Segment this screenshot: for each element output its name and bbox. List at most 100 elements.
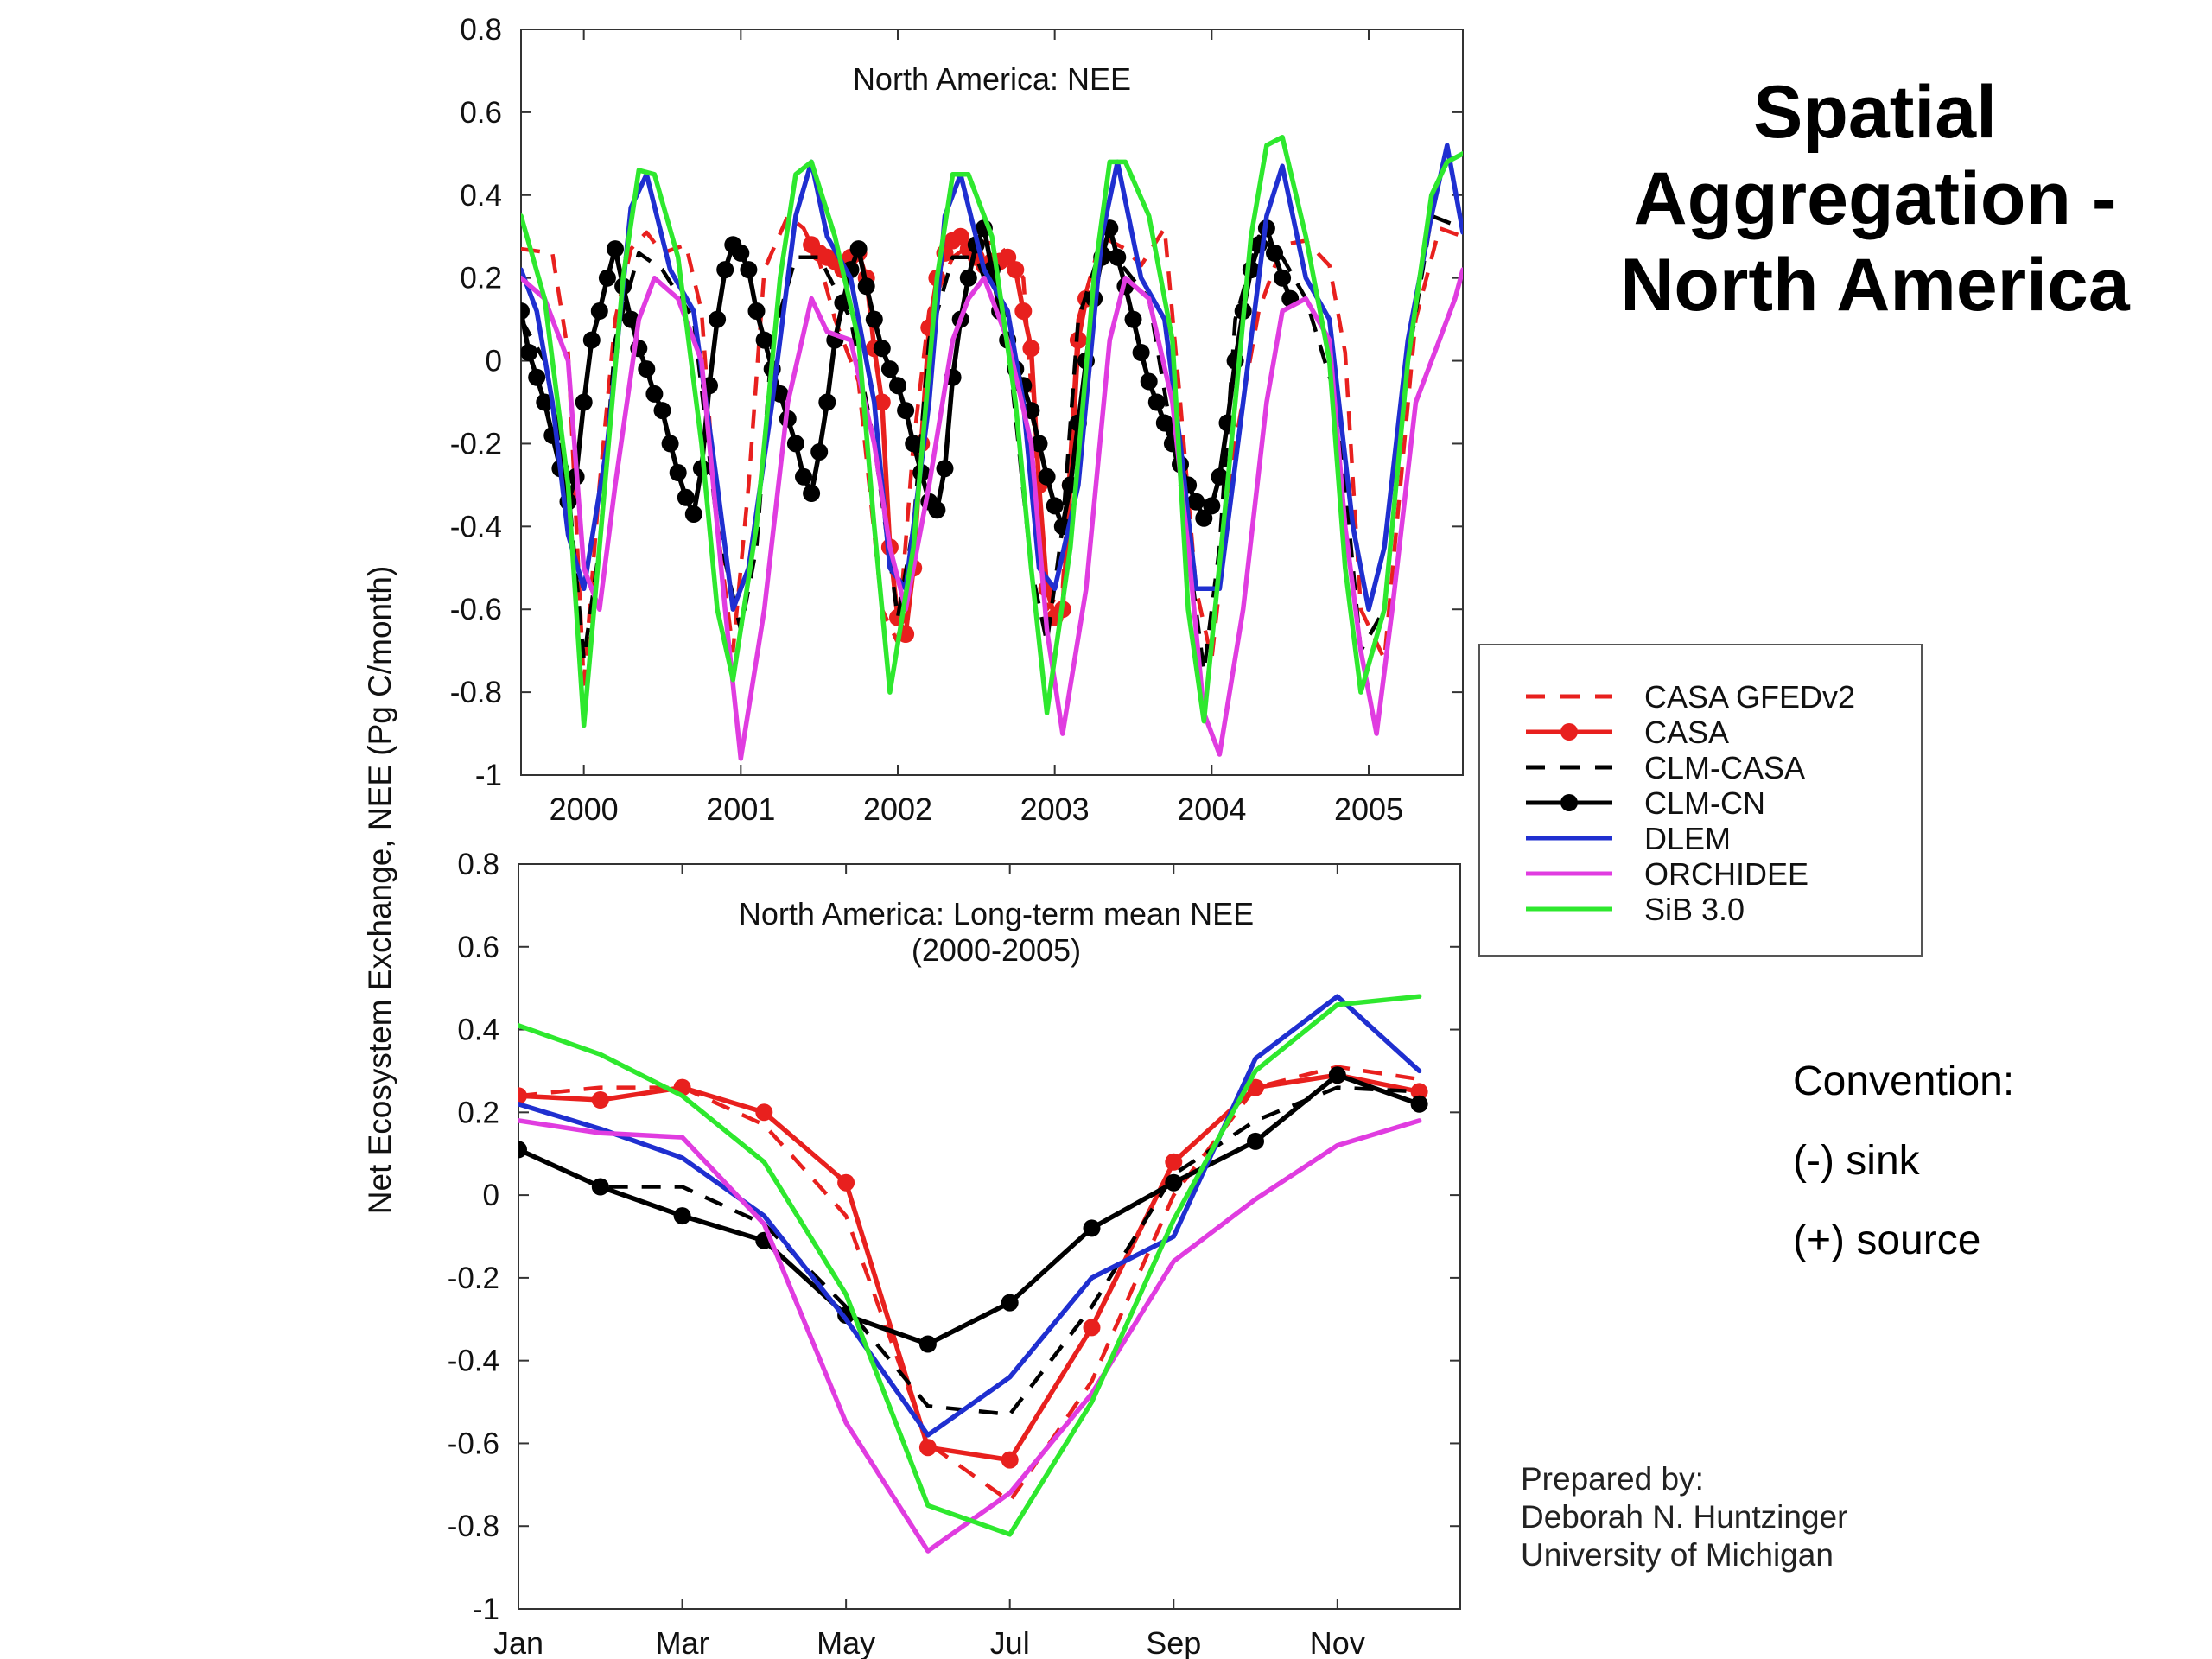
- y-tick-label: -1: [473, 1592, 499, 1626]
- series-marker-clm-cn: [810, 443, 829, 461]
- shared-y-axis-label: Net Ecosystem Exchange, NEE (Pg C/month): [362, 566, 397, 1215]
- series-marker-clm-cn: [732, 244, 750, 262]
- credit-line-3: University of Michigan: [1521, 1537, 1834, 1573]
- x-tick-label: Nov: [1310, 1625, 1365, 1659]
- series-marker-casa: [951, 227, 969, 245]
- convention-source: (+) source: [1793, 1217, 1981, 1263]
- series-marker-clm-cn: [1001, 1294, 1019, 1312]
- convention-sink: (-) sink: [1793, 1138, 1920, 1184]
- y-tick-label: 0.6: [460, 96, 502, 130]
- legend: CASA GFEDv2CASACLM-CASACLM-CNDLEMORCHIDE…: [1478, 644, 1923, 957]
- series-marker-clm-cn: [521, 302, 530, 320]
- series-marker-casa: [1001, 1451, 1019, 1469]
- y-tick-label: 0: [486, 345, 502, 378]
- series-marker-clm-cn: [1203, 497, 1221, 515]
- series-marker-clm-cn: [905, 435, 923, 453]
- slide-title-line-2: Aggregation -: [1633, 157, 2117, 240]
- y-tick-label: -0.6: [448, 1427, 499, 1460]
- series-marker-clm-cn: [661, 435, 679, 453]
- series-marker-clm-cn: [1030, 435, 1048, 453]
- x-tick-label: Mar: [656, 1625, 709, 1659]
- y-tick-label: -0.4: [450, 510, 502, 543]
- series-marker-clm-cn: [936, 460, 954, 478]
- legend-label-dlem: DLEM: [1644, 821, 1731, 856]
- series-marker-casa: [1083, 1319, 1101, 1337]
- series-marker-clm-cn: [755, 331, 773, 349]
- series-line-sib-3-0: [521, 134, 1463, 728]
- series-marker-clm-cn: [857, 277, 875, 296]
- legend-label-casa: CASA: [1644, 715, 1729, 750]
- chart-panel-annual: 0.8 0.6 0.4 0.2 0 -0.2 -0.4 -0.6 -0.8 -1 2000 2001 2…: [450, 13, 1464, 827]
- legend-label-clm-casa: CLM-CASA: [1644, 750, 1805, 785]
- series-marker-clm-cn: [1165, 1173, 1183, 1192]
- x-tick-label: Sep: [1146, 1625, 1201, 1659]
- legend-label-sib-3-0: SiB 3.0: [1644, 892, 1745, 927]
- series-marker-clm-cn: [873, 340, 891, 358]
- series-marker-clm-cn: [598, 269, 616, 287]
- y-tick-label: -0.8: [448, 1510, 499, 1543]
- series-marker-clm-cn: [673, 1207, 691, 1225]
- chart-subtitle: (2000-2005): [912, 932, 1081, 968]
- series-marker-casa: [1165, 1153, 1183, 1171]
- y-tick-label: -1: [475, 759, 502, 792]
- x-tick-label: Jul: [990, 1625, 1030, 1659]
- slide-title: Spatial Aggregation - North America: [1538, 69, 2212, 328]
- series-marker-casa: [755, 1103, 773, 1122]
- y-tick-label: -0.2: [450, 427, 502, 461]
- series-marker-clm-cn: [709, 310, 727, 328]
- plot-frame: [520, 29, 1464, 776]
- series-marker-clm-cn: [1247, 1132, 1264, 1150]
- series-line-clm-cn: [518, 1072, 1422, 1347]
- legend-label-clm-cn: CLM-CN: [1644, 785, 1765, 821]
- series-marker-clm-cn: [803, 485, 821, 502]
- y-tick-label: 0.2: [460, 262, 502, 296]
- plot-area: [521, 134, 1463, 761]
- chart-title: North America: Long-term mean NEE: [739, 896, 1254, 931]
- y-tick-label: -0.8: [450, 676, 502, 709]
- slide-title-line-1: Spatial: [1753, 71, 1997, 154]
- series-marker-casa: [518, 1087, 527, 1105]
- series-line-clm-casa: [518, 1085, 1420, 1417]
- legend-label-casa-gfedv2: CASA GFEDv2: [1644, 679, 1855, 715]
- y-tick-label: -0.4: [448, 1344, 499, 1378]
- legend-marker-casa: [1560, 723, 1578, 741]
- y-tick-label: 0.8: [457, 848, 499, 881]
- series-marker-clm-cn: [1274, 269, 1292, 287]
- series-marker-clm-cn: [1147, 393, 1166, 411]
- series-marker-casa: [837, 1173, 855, 1192]
- sign-convention: Convention: (-) sink (+) source: [1793, 1056, 2014, 1294]
- legend-box: [1478, 644, 1923, 957]
- y-tick-label: 0.6: [457, 931, 499, 964]
- y-tick-label: 0.4: [460, 179, 502, 213]
- series-marker-clm-cn: [622, 310, 640, 328]
- series-marker-clm-cn: [1038, 467, 1056, 486]
- series-marker-clm-cn: [740, 261, 758, 279]
- series-marker-clm-cn: [607, 240, 624, 258]
- series-marker-clm-cn: [1155, 414, 1173, 432]
- series-marker-clm-cn: [918, 1335, 937, 1353]
- series-marker-clm-cn: [1124, 310, 1142, 328]
- series-line-dlem: [521, 143, 1463, 612]
- series-marker-casa: [591, 1091, 609, 1109]
- legend-marker-clm-cn: [1560, 794, 1578, 811]
- x-tick-label: 2004: [1177, 791, 1246, 827]
- credit-line-1: Prepared by:: [1521, 1461, 1704, 1497]
- series-marker-clm-cn: [928, 501, 946, 519]
- series-marker-casa: [1410, 1083, 1428, 1101]
- series-marker-clm-cn: [638, 360, 656, 378]
- series-marker-casa: [1022, 340, 1040, 358]
- series-marker-clm-cn: [1266, 244, 1283, 262]
- series-marker-clm-cn: [1328, 1066, 1346, 1084]
- series-marker-clm-cn: [521, 344, 538, 361]
- series-marker-clm-cn: [1187, 493, 1205, 511]
- series-marker-clm-cn: [653, 402, 671, 420]
- series-marker-casa: [1007, 261, 1025, 279]
- series-marker-clm-cn: [1046, 497, 1064, 515]
- y-tick-label: 0.2: [457, 1096, 499, 1129]
- series-marker-clm-cn: [1109, 248, 1127, 266]
- series-marker-casa: [918, 1439, 937, 1457]
- series-marker-clm-cn: [528, 368, 546, 386]
- series-marker-clm-cn: [669, 464, 687, 481]
